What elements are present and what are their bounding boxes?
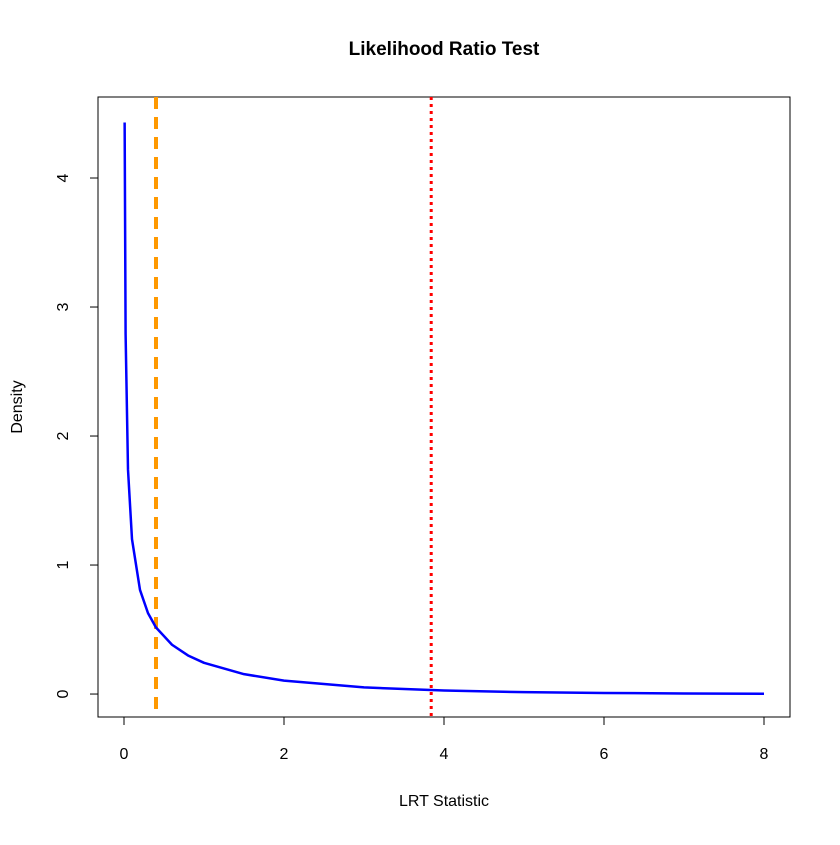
y-tick-label: 3	[55, 302, 72, 311]
x-tick-label: 0	[120, 746, 129, 763]
y-tick-label: 4	[55, 173, 72, 182]
y-axis-label: Density	[9, 380, 26, 433]
x-tick-label: 6	[600, 746, 609, 763]
y-tick-label: 0	[55, 689, 72, 698]
plot-frame	[97, 96, 791, 718]
x-tick-label: 2	[280, 746, 289, 763]
density-curve	[123, 122, 765, 695]
y-tick-label: 1	[55, 560, 72, 569]
x-tick-label: 4	[440, 746, 449, 763]
x-axis-label: LRT Statistic	[399, 793, 489, 810]
chart-title: Likelihood Ratio Test	[349, 39, 540, 60]
y-tick-label: 2	[55, 431, 72, 440]
x-tick-label: 8	[760, 746, 769, 763]
